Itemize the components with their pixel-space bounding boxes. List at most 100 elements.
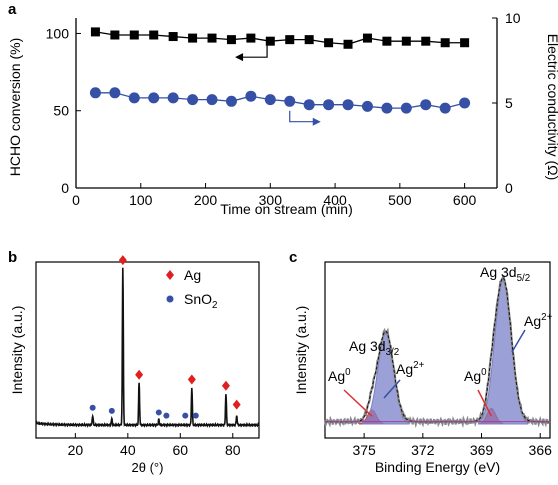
point-conversion (304, 35, 314, 45)
ag-peak-marker (221, 380, 230, 391)
panel-a: a 0 100 200 300 400 500 600 0 50 100 0 5 10 Time on st… (7, 1, 558, 217)
point-conductivity (342, 99, 354, 111)
y-left-tick-label: 0 (61, 180, 69, 196)
point-conductivity (361, 100, 373, 112)
xrd-pattern (35, 267, 260, 428)
ag-peak-marker (118, 255, 127, 266)
y-left-axis-title: HCHO conversion (%) (7, 38, 23, 176)
arrow-left-head (235, 53, 244, 62)
point-conductivity (128, 92, 140, 104)
x-tick-label: 369 (470, 442, 494, 458)
y-right-tick-label: 0 (505, 180, 513, 196)
y-left-tick-label: 50 (53, 103, 69, 119)
point-conductivity (245, 90, 257, 102)
y-right-tick-label: 5 (505, 95, 513, 111)
x-tick-label: 0 (72, 192, 80, 208)
y-right-axis-title: Electric conductivity (Ω) (545, 34, 558, 181)
label-ag3d52: Ag 3d5/2 (480, 264, 530, 284)
legend-ag-label: Ag (184, 267, 201, 283)
arrow-left-axis (242, 43, 268, 58)
x-axis-title: 2θ (°) (132, 460, 164, 475)
ag-peak-marker (232, 399, 241, 410)
point-conversion (110, 30, 120, 40)
x-tick-label: 375 (352, 442, 376, 458)
pointer-ag0-left (343, 389, 373, 417)
legend-sno2-marker (166, 295, 174, 303)
point-conductivity (148, 92, 160, 104)
x-tick-label: 200 (194, 192, 218, 208)
x-tick-label: 366 (529, 442, 553, 458)
panel-b: b 20 40 60 80 2θ (°) Intensity (a.u.) Ag SnO2 (8, 249, 260, 475)
x-tick-label: 600 (453, 192, 477, 208)
point-conversion (401, 36, 411, 46)
point-conductivity (381, 102, 393, 114)
legend-sno2-label: SnO2 (184, 291, 217, 311)
point-conductivity (89, 87, 101, 99)
pointer-ag2-right (511, 329, 526, 353)
plot-frame (324, 261, 551, 439)
x-tick-label: 400 (323, 192, 347, 208)
y-axis-title: Intensity (a.u.) (293, 306, 309, 395)
sno2-peak-marker (108, 407, 115, 414)
arrow-right-head (312, 117, 321, 126)
label-ag3d32: Ag 3d3/2 (349, 338, 399, 358)
point-conversion (226, 35, 236, 45)
legend-ag-marker (166, 270, 174, 280)
x-tick-label: 80 (225, 442, 241, 458)
point-conversion (207, 33, 217, 43)
label-ag0-right: Ag0 (464, 367, 487, 384)
point-conversion (90, 27, 100, 37)
point-conductivity (206, 94, 218, 106)
point-conductivity (264, 94, 276, 106)
point-conductivity (167, 92, 179, 104)
pointer-ag2-left (383, 379, 401, 399)
point-conversion (440, 38, 450, 48)
panel-c: c 375 372 369 366 Binding Energy (eV) Intensit… (289, 249, 553, 475)
point-conversion (421, 36, 431, 46)
point-conversion (188, 33, 198, 43)
sno2-peak-marker (192, 412, 199, 419)
y-left-tick-label: 100 (46, 25, 70, 41)
label-ag2-left: Ag2+ (396, 360, 425, 377)
point-conversion (129, 30, 139, 40)
ag-peak-marker (187, 374, 196, 385)
x-tick-label: 100 (129, 192, 153, 208)
x-tick-label: 372 (411, 442, 435, 458)
x-axis-title: Binding Energy (eV) (375, 459, 500, 475)
point-conductivity (323, 99, 335, 111)
point-conversion (343, 39, 353, 49)
point-conversion (324, 38, 334, 48)
x-tick-label: 20 (68, 442, 84, 458)
point-conductivity (109, 87, 121, 99)
point-conversion (265, 36, 275, 46)
x-tick-label: 300 (259, 192, 283, 208)
point-conversion (246, 33, 256, 43)
point-conversion (362, 33, 372, 43)
point-conductivity (303, 99, 315, 111)
point-conductivity (439, 102, 451, 114)
point-conductivity (284, 95, 296, 107)
sno2-peak-marker (163, 412, 170, 419)
point-conductivity (459, 97, 471, 109)
point-conversion (285, 35, 295, 45)
point-conversion (168, 32, 178, 42)
point-conversion (149, 30, 159, 40)
label-ag2-right: Ag2+ (524, 312, 553, 329)
panel-a-letter: a (8, 1, 17, 18)
x-tick-label: 500 (388, 192, 412, 208)
arrow-right-axis (289, 110, 314, 123)
y-axis-title: Intensity (a.u.) (9, 306, 25, 395)
pointer-ag0-right (477, 389, 492, 417)
plot-frame (35, 261, 260, 439)
label-ag0-left: Ag0 (328, 367, 351, 384)
point-conversion (382, 36, 392, 46)
point-conductivity (225, 95, 237, 107)
point-conversion (460, 38, 470, 48)
x-tick-label: 60 (173, 442, 189, 458)
x-tick-label: 40 (120, 442, 136, 458)
panel-b-letter: b (8, 249, 17, 266)
x-axis-title: Time on stream (min) (220, 201, 353, 217)
y-right-tick-label: 10 (505, 10, 521, 26)
ag-peak-marker (135, 369, 144, 380)
